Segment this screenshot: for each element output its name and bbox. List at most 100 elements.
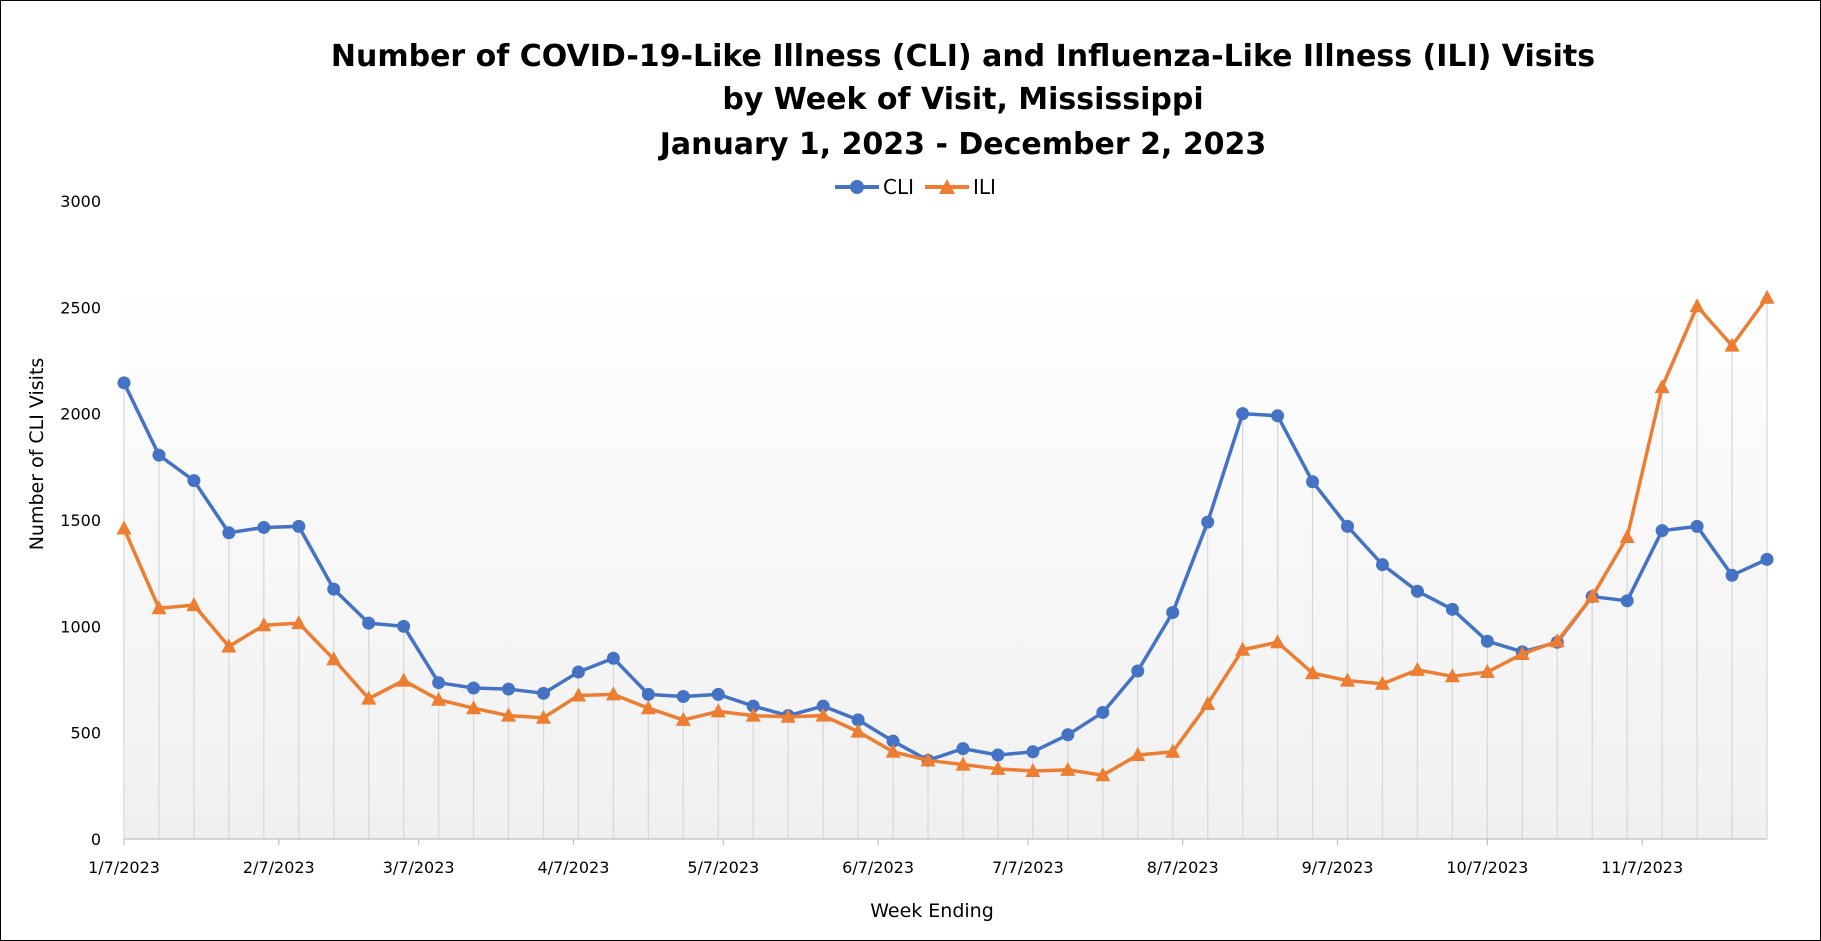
data-point-cli	[641, 687, 655, 701]
data-point-ili	[920, 752, 936, 767]
data-point-ili	[1200, 695, 1216, 710]
data-point-cli	[711, 687, 725, 701]
data-point-cli	[851, 713, 865, 727]
series-layer	[116, 289, 1775, 782]
data-point-cli	[362, 616, 376, 630]
data-point-ili	[745, 707, 761, 722]
x-tick-label: 10/7/2023	[1446, 858, 1528, 877]
data-point-cli	[571, 665, 585, 679]
data-point-cli	[1725, 568, 1739, 582]
data-point-cli	[1341, 519, 1355, 533]
data-point-ili	[1130, 746, 1146, 761]
data-point-ili	[1305, 665, 1321, 680]
data-point-ili	[1340, 672, 1356, 687]
data-point-cli	[746, 699, 760, 713]
data-point-cli	[1131, 664, 1145, 678]
data-point-ili	[361, 690, 377, 705]
data-point-cli	[502, 682, 516, 696]
data-point-ili	[1444, 668, 1460, 683]
chart-title-line-3: January 1, 2023 - December 2, 2023	[658, 127, 1267, 162]
data-point-cli	[1096, 705, 1110, 719]
x-tick-label: 4/7/2023	[538, 858, 610, 877]
x-tick-label: 7/7/2023	[992, 858, 1064, 877]
data-point-cli	[222, 526, 236, 540]
data-point-cli	[467, 681, 481, 695]
data-point-cli	[1445, 602, 1459, 616]
data-point-cli	[956, 742, 970, 756]
data-point-ili	[1409, 661, 1425, 676]
data-point-cli	[1480, 634, 1494, 648]
legend-ili-marker	[939, 179, 955, 194]
drop-lines	[123, 297, 1768, 839]
data-point-cli	[1620, 594, 1634, 608]
data-point-ili	[1549, 633, 1565, 648]
x-axis-title: Week Ending	[870, 900, 994, 922]
legend-item-ili: ILI	[925, 175, 996, 199]
x-tick-label: 3/7/2023	[383, 858, 455, 877]
data-point-ili	[1689, 298, 1705, 313]
data-point-cli	[1375, 558, 1389, 572]
data-point-cli	[991, 748, 1005, 762]
data-point-cli	[397, 619, 411, 633]
data-point-cli	[1690, 519, 1704, 533]
y-tick-label: 1000	[60, 617, 101, 636]
data-point-ili	[501, 707, 517, 722]
data-point-cli	[1760, 552, 1774, 566]
x-tick-label: 11/7/2023	[1601, 858, 1683, 877]
x-tick-label: 2/7/2023	[243, 858, 315, 877]
data-point-ili	[151, 600, 167, 615]
data-point-ili	[605, 686, 621, 701]
data-point-ili	[1619, 529, 1635, 544]
x-tick-label: 1/7/2023	[88, 858, 160, 877]
data-point-cli	[152, 448, 166, 462]
data-point-cli	[117, 376, 131, 390]
y-axis-ticks: 0 500 1000 1500 2000 2500 3000	[60, 192, 101, 849]
data-point-ili	[815, 707, 831, 722]
data-point-ili	[291, 615, 307, 630]
data-point-cli	[1655, 524, 1669, 538]
data-point-ili	[710, 703, 726, 718]
data-point-cli	[676, 690, 690, 704]
data-point-cli	[606, 651, 620, 665]
data-point-ili	[326, 651, 342, 666]
data-point-ili	[1584, 588, 1600, 603]
data-point-cli	[432, 676, 446, 690]
data-point-cli	[1061, 728, 1075, 742]
data-point-ili	[1514, 645, 1530, 660]
data-point-ili	[116, 520, 132, 535]
legend-item-cli: CLI	[835, 175, 914, 199]
data-point-cli	[1410, 584, 1424, 598]
chart-title: Number of COVID-19-Like Illness (CLI) an…	[331, 39, 1595, 162]
data-point-ili	[1759, 289, 1775, 304]
data-point-ili	[1479, 664, 1495, 679]
x-axis-ticks: 1/7/2023 2/7/2023 3/7/2023 4/7/2023 5/7/2023…	[88, 839, 1683, 877]
data-point-ili	[885, 743, 901, 758]
data-point-cli	[536, 686, 550, 700]
y-tick-label: 1500	[60, 511, 101, 530]
data-point-ili	[186, 597, 202, 612]
data-point-ili	[780, 708, 796, 723]
data-point-cli	[1306, 475, 1320, 489]
data-point-ili	[466, 700, 482, 715]
y-axis-title: Number of CLI Visits	[26, 358, 48, 551]
data-point-ili	[1654, 379, 1670, 394]
plot-area	[124, 287, 1767, 839]
legend-cli-label: CLI	[883, 175, 914, 199]
data-point-ili	[1374, 675, 1390, 690]
x-tick-label: 9/7/2023	[1302, 858, 1374, 877]
data-point-ili	[570, 687, 586, 702]
data-point-cli	[1201, 515, 1215, 529]
data-point-ili	[850, 723, 866, 738]
data-point-ili	[1060, 761, 1076, 776]
data-point-ili	[221, 638, 237, 653]
chart-title-line-1: Number of COVID-19-Like Illness (CLI) an…	[331, 39, 1595, 74]
x-tick-label: 6/7/2023	[842, 858, 914, 877]
y-tick-label: 3000	[60, 192, 101, 211]
data-point-cli	[886, 734, 900, 748]
chart-title-line-2: by Week of Visit, Mississippi	[722, 82, 1203, 117]
data-point-ili	[675, 711, 691, 726]
data-point-ili	[535, 709, 551, 724]
data-point-cli	[292, 519, 306, 533]
data-point-ili	[990, 760, 1006, 775]
